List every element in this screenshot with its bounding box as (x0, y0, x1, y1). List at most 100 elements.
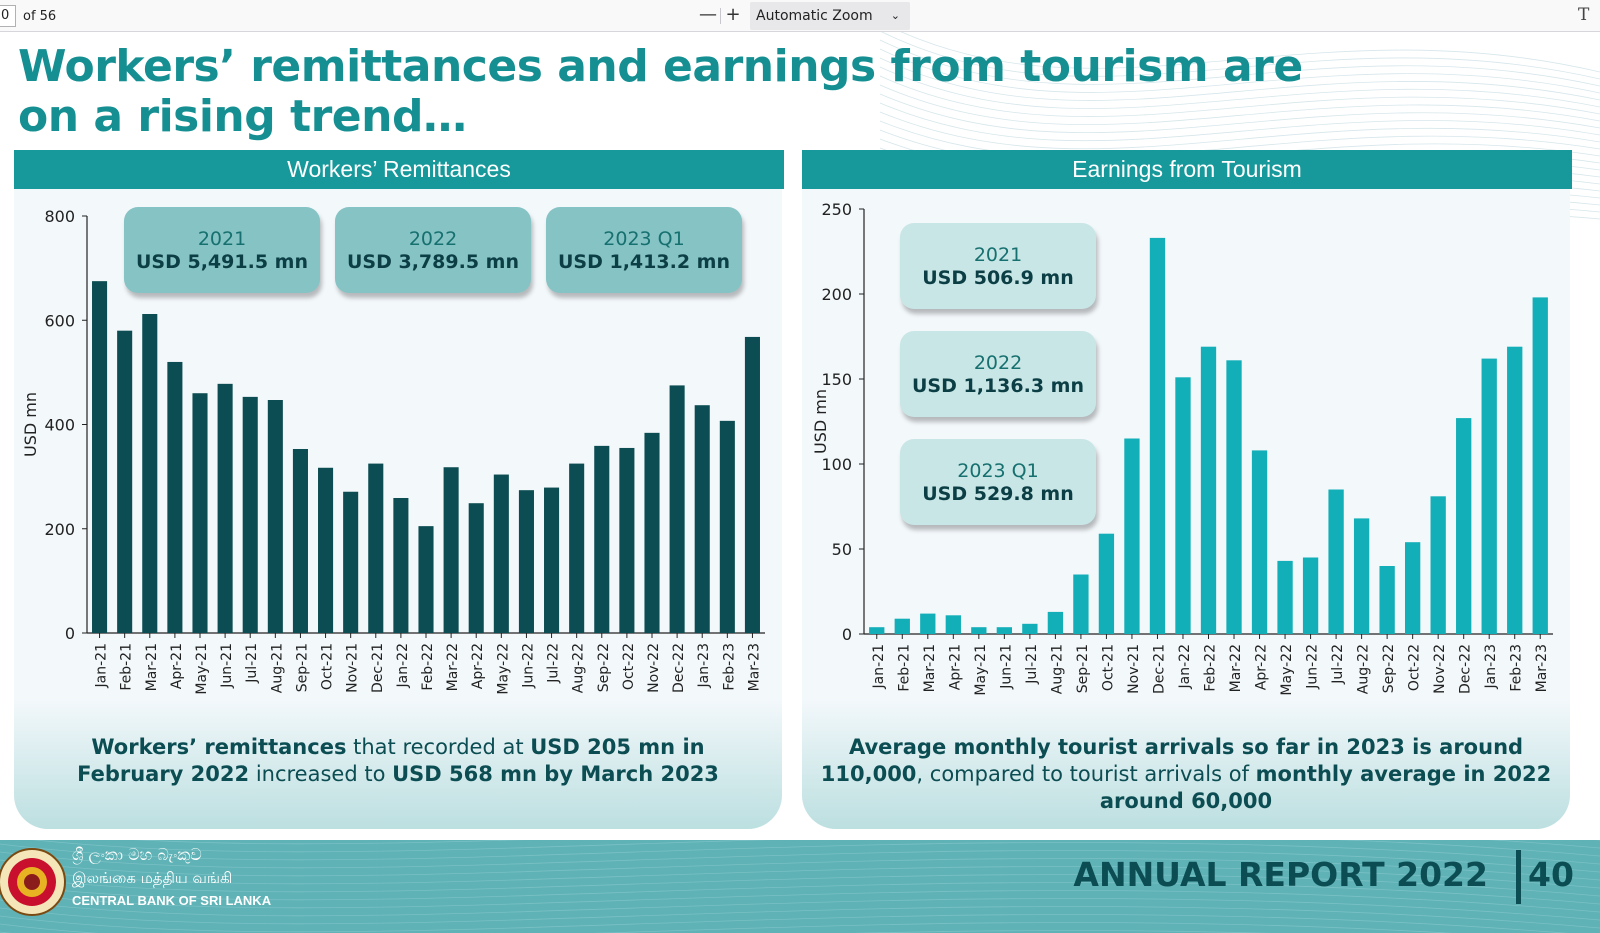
x-tick-label: Jun-22 (1305, 644, 1321, 690)
bar-Jun-22 (518, 490, 534, 633)
wave-line (879, 39, 1600, 87)
bar-Aug-22 (1353, 518, 1370, 634)
x-tick-label: Sep-22 (1381, 644, 1397, 693)
bar-Nov-22 (1430, 496, 1446, 634)
bar-Dec-22 (669, 385, 685, 633)
x-tick-label: May-22 (1279, 644, 1295, 696)
bar-Aug-21 (267, 400, 283, 633)
x-tick-label: Mar-23 (1534, 644, 1550, 692)
page-number-input[interactable]: 0 (0, 5, 16, 27)
bar-Mar-23 (1532, 297, 1548, 634)
bar-May-22 (1277, 560, 1293, 634)
zoom-in-button[interactable]: + (725, 4, 741, 25)
x-tick-label: Jan-21 (94, 643, 110, 688)
bar-Mar-22 (1226, 360, 1242, 634)
bar-Sep-22 (594, 445, 610, 633)
x-tick-label: Jan-22 (395, 643, 411, 688)
bar-Oct-22 (619, 447, 635, 633)
x-tick-label: Feb-23 (721, 643, 737, 691)
wave-line (879, 102, 1600, 142)
stat-year: 2023 Q1 (957, 460, 1039, 482)
x-tick-label: Sep-21 (294, 643, 310, 692)
wave-line (0, 914, 1569, 933)
remittances-panel-body: 0 200 400 600 800 USD mn Jan-21 Feb-21 Mar-21 Apr… (14, 189, 782, 829)
bar-Sep-21 (1073, 574, 1089, 634)
bar-May-21 (192, 393, 208, 633)
x-tick-label: Mar-21 (144, 643, 160, 691)
page-divider (1516, 850, 1521, 904)
bar-Dec-22 (1456, 418, 1472, 634)
footer-wave-lines (0, 840, 1600, 933)
x-tick-label: Nov-21 (345, 643, 361, 693)
wave-line (879, 84, 1600, 126)
x-tick-label: Nov-21 (1126, 644, 1142, 694)
x-tick-label: Apr-22 (470, 643, 486, 689)
bank-name-sinhala: ශ්‍රී ලංකා මහ බැංකුව (72, 845, 202, 864)
bar-Jul-22 (1328, 489, 1344, 634)
wave-line (879, 111, 1600, 150)
x-tick-label: Jan-21 (871, 644, 887, 689)
bar-Jan-23 (1481, 358, 1497, 634)
bar-Jan-21 (869, 627, 885, 634)
y-tick-label: 800 (44, 207, 75, 226)
wave-line (879, 48, 1600, 94)
stat-amount: USD 3,789.5 mn (347, 251, 519, 273)
zoom-out-button[interactable]: — (699, 4, 717, 25)
x-tick-label: Dec-21 (1151, 644, 1167, 694)
slide-page: Workers’ remittances and earnings from t… (0, 32, 1600, 933)
remittances-panel-header: Workers’ Remittances (14, 150, 784, 189)
wave-line (0, 858, 1600, 881)
bar-Apr-21 (945, 615, 961, 634)
x-tick-label: Feb-21 (119, 643, 135, 691)
tour-stat-box-2022: 2022 USD 1,136.3 mn (900, 331, 1096, 417)
bar-Feb-21 (894, 618, 910, 634)
bar-Nov-21 (1124, 438, 1140, 634)
bar-Oct-21 (318, 467, 334, 633)
y-tick-label: 200 (821, 285, 852, 304)
bar-Feb-21 (117, 330, 133, 633)
x-tick-label: Aug-22 (571, 643, 587, 693)
zoom-select-value: Automatic Zoom (756, 8, 873, 24)
bar-Feb-22 (418, 526, 434, 633)
x-tick-label: Jun-22 (520, 643, 536, 689)
wave-line (0, 922, 1454, 933)
remittances-note: Workers’ remittances that recorded at US… (14, 734, 782, 788)
x-tick-label: Feb-22 (420, 643, 436, 691)
annual-report-label: ANNUAL REPORT 2022 (1073, 855, 1488, 894)
bank-name-tamil: இலங்கை மத்திய வங்கி (72, 869, 233, 887)
page-title: Workers’ remittances and earnings from t… (18, 41, 1303, 142)
wave-line (31, 840, 1600, 857)
x-tick-label: May-21 (194, 643, 210, 695)
wave-line (132, 840, 1600, 849)
wave-line (0, 906, 1600, 929)
stat-amount: USD 506.9 mn (922, 267, 1074, 289)
bar-Apr-22 (1251, 450, 1268, 634)
bar-Jan-22 (393, 497, 409, 633)
x-tick-label: Feb-22 (1203, 644, 1219, 692)
note-text: that recorded at (346, 735, 531, 759)
zoom-select[interactable]: Automatic Zoom ⌄ (750, 2, 910, 30)
bar-Nov-21 (343, 491, 359, 633)
bar-Jul-22 (544, 487, 560, 633)
wave-line (879, 75, 1600, 117)
bank-name-english: CENTRAL BANK OF SRI LANKA (72, 893, 272, 908)
wave-line (0, 898, 1600, 921)
footer-band: ශ්‍රී ලංකා මහ බැංකුව இலங்கை மத்திய வங்கி… (0, 840, 1600, 933)
x-tick-label: May-22 (495, 643, 511, 695)
wave-line (0, 850, 1600, 873)
x-tick-label: Oct-22 (1407, 644, 1423, 691)
text-tool-icon[interactable]: T (1578, 5, 1590, 25)
x-tick-label: Jul-21 (1024, 644, 1040, 685)
bar-Feb-23 (1507, 346, 1523, 634)
stat-amount: USD 5,491.5 mn (136, 251, 308, 273)
central-bank-seal-icon (0, 848, 66, 916)
note-text: increased to (249, 762, 393, 786)
bar-Feb-22 (1200, 346, 1217, 634)
y-tick-label: 400 (44, 416, 75, 435)
wave-line (881, 32, 1600, 80)
x-tick-label: Aug-22 (1356, 644, 1372, 694)
x-tick-label: Dec-22 (1458, 644, 1474, 694)
bar-May-22 (493, 474, 509, 633)
wave-line (879, 66, 1600, 109)
note-emphasis: USD 205 mn in February 2022 (77, 735, 705, 786)
